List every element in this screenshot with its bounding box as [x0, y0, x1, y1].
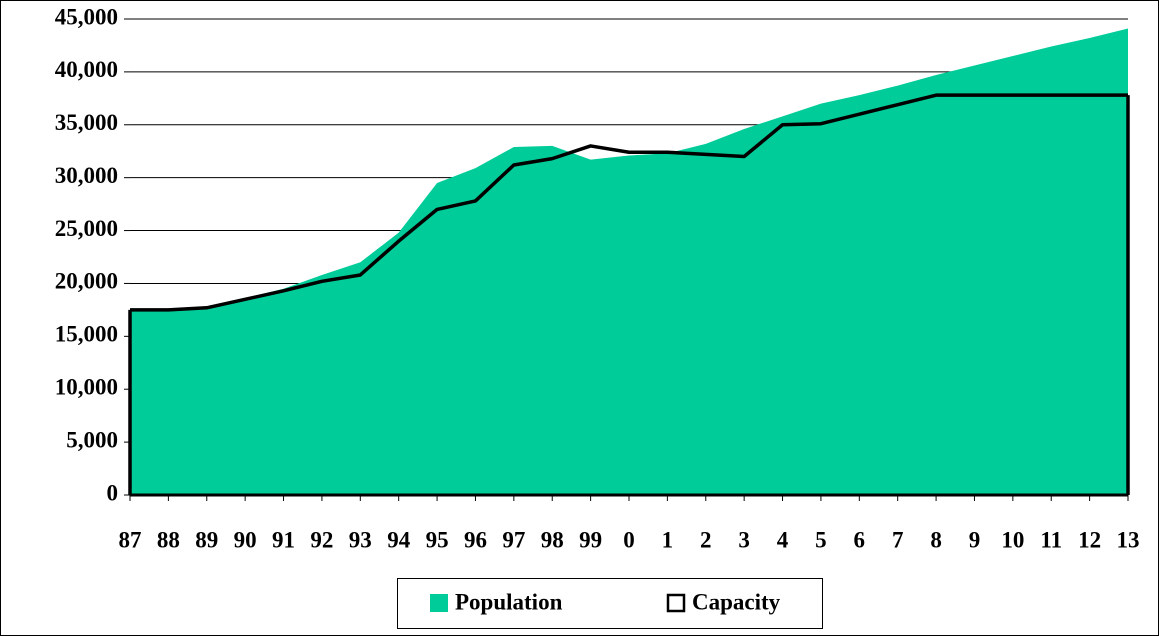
x-tick-label: 8 — [930, 527, 942, 552]
x-tick-label: 92 — [310, 527, 333, 552]
legend-label: Capacity — [692, 589, 781, 614]
x-tick-label: 89 — [195, 527, 218, 552]
y-tick-label: 25,000 — [55, 216, 118, 241]
x-tick-label: 87 — [119, 527, 142, 552]
y-tick-label: 35,000 — [55, 110, 118, 135]
y-tick-label: 15,000 — [55, 322, 118, 347]
legend-swatch — [666, 593, 686, 613]
x-tick-label: 10 — [1001, 527, 1024, 552]
y-tick-label: 20,000 — [55, 269, 118, 294]
x-tick-label: 9 — [969, 527, 981, 552]
x-tick-label: 99 — [579, 527, 602, 552]
legend-label: Population — [455, 589, 563, 614]
x-tick-label: 6 — [854, 527, 866, 552]
y-tick-label: 10,000 — [55, 375, 118, 400]
x-tick-label: 4 — [777, 527, 789, 552]
x-tick-label: 94 — [387, 527, 411, 552]
x-tick-label: 5 — [815, 527, 827, 552]
x-tick-label: 7 — [892, 527, 904, 552]
area — [130, 28, 1128, 496]
x-tick-label: 97 — [502, 527, 525, 552]
x-tick-label: 98 — [541, 527, 564, 552]
legend-swatch — [430, 594, 448, 612]
x-tick-label: 91 — [272, 527, 295, 552]
x-tick-label: 3 — [738, 527, 750, 552]
x-tick-label: 2 — [700, 527, 712, 552]
line — [130, 93, 1128, 312]
y-tick-label: 40,000 — [55, 57, 118, 82]
x-tick-label: 88 — [157, 527, 180, 552]
y-tick-label: 45,000 — [55, 4, 118, 29]
x-tick-label: 11 — [1040, 527, 1062, 552]
x-tick-label: 90 — [234, 527, 257, 552]
x-tick-label: 13 — [1117, 527, 1140, 552]
y-tick-label: 5,000 — [66, 427, 118, 452]
y-tick-label: 30,000 — [55, 163, 118, 188]
x-tick-label: 95 — [426, 527, 449, 552]
legend-box — [397, 578, 823, 629]
x-tick-label: 96 — [464, 527, 487, 552]
x-tick-label: 0 — [623, 527, 635, 552]
y-tick-label: 0 — [107, 480, 119, 505]
x-tick-label: 1 — [662, 527, 674, 552]
x-tick-label: 12 — [1078, 527, 1101, 552]
x-tick-label: 93 — [349, 527, 372, 552]
